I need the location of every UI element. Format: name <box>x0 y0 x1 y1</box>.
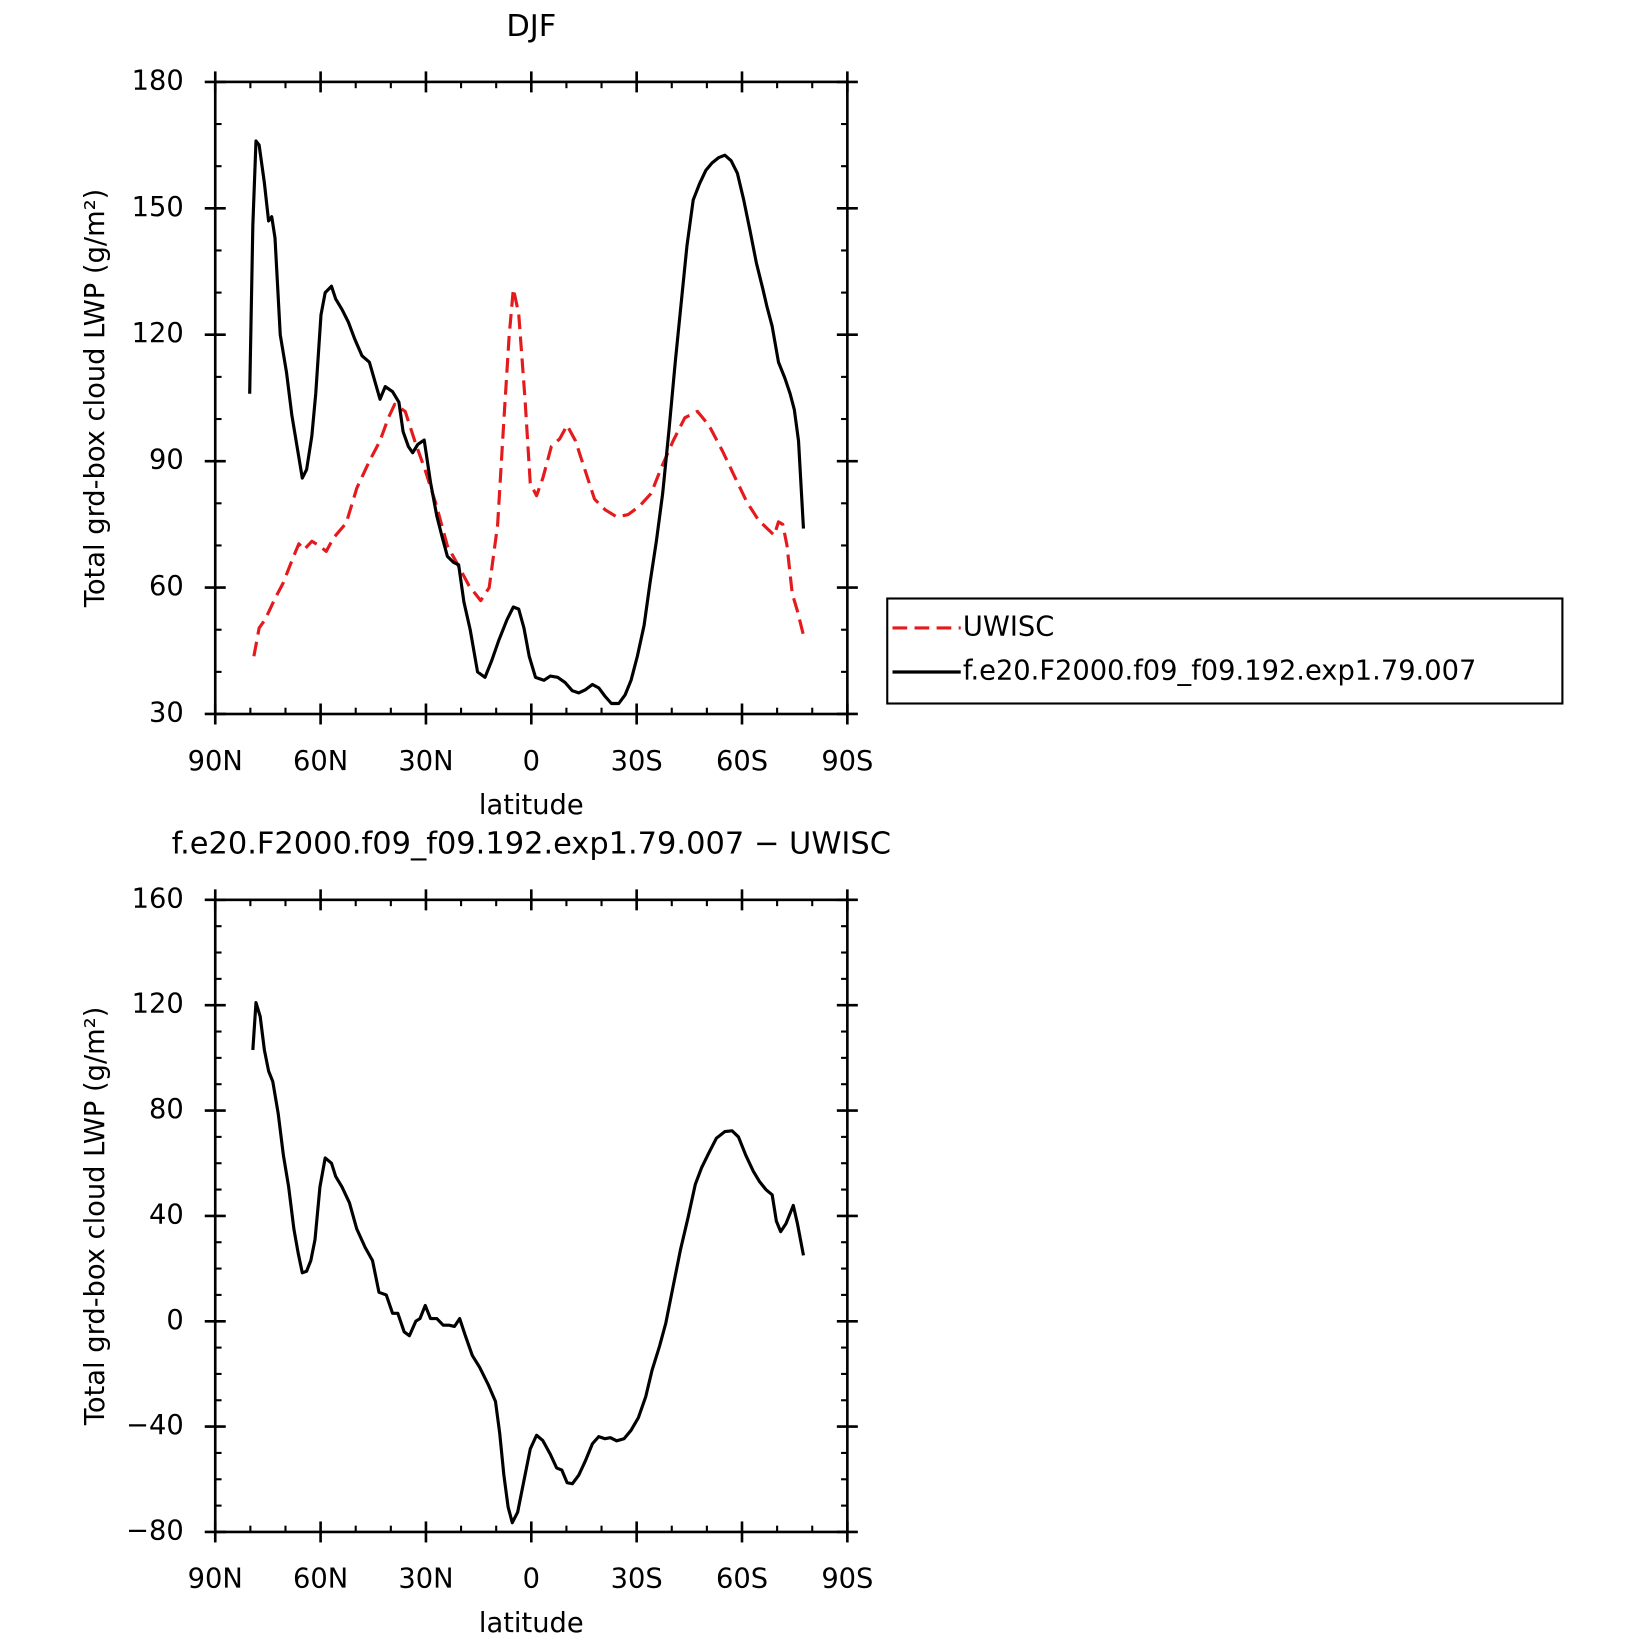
legend-label: f.e20.F2000.f09_f09.192.exp1.79.007 <box>963 656 1477 687</box>
x-tick-label: 90S <box>821 1564 873 1595</box>
plot-frame <box>213 898 849 1534</box>
y-tick-label: 160 <box>132 883 184 914</box>
x-tick-label: 60N <box>293 746 348 777</box>
x-tick-label: 30N <box>398 746 453 777</box>
y-tick-label: 30 <box>149 697 184 728</box>
legend-box <box>886 597 1564 705</box>
y-tick-label: −40 <box>126 1410 184 1441</box>
chart-title: DJF <box>506 9 556 44</box>
y-tick-label: 80 <box>149 1094 184 1125</box>
y-tick-label: 180 <box>132 65 184 96</box>
x-tick-label: 60S <box>716 1564 768 1595</box>
x-tick-label: 0 <box>523 746 540 777</box>
y-tick-label: 90 <box>149 445 184 476</box>
y-tick-label: 150 <box>132 192 184 223</box>
y-tick-label: 120 <box>132 318 184 349</box>
legend-label: UWISC <box>963 611 1054 642</box>
y-tick-label: 0 <box>166 1305 183 1336</box>
x-tick-label: 30N <box>398 1564 453 1595</box>
plot-frame <box>213 80 849 716</box>
x-tick-label: 60N <box>293 1564 348 1595</box>
figure-content: DJF 30 60 90 120 150 180 90N 60N 30N 0 30S 60S 90S lat… <box>80 9 1564 1639</box>
x-tick-label: 30S <box>611 746 663 777</box>
x-axis-label: latitude <box>479 1608 584 1639</box>
y-tick-label: 60 <box>149 571 184 602</box>
y-axis-label: Total grd-box cloud LWP (g/m²) <box>80 1007 111 1426</box>
data-line <box>248 139 806 706</box>
x-tick-label: 30S <box>611 1564 663 1595</box>
x-tick-label: 0 <box>523 1564 540 1595</box>
data-line <box>252 287 805 657</box>
y-axis-label: Total grd-box cloud LWP (g/m²) <box>80 189 111 608</box>
y-tick-label: 120 <box>132 989 184 1020</box>
y-tick-label: 40 <box>149 1199 184 1230</box>
x-tick-label: 60S <box>716 746 768 777</box>
x-tick-label: 90S <box>821 746 873 777</box>
data-line <box>251 1000 806 1525</box>
x-tick-label: 90N <box>188 746 243 777</box>
chart-title: f.e20.F2000.f09_f09.192.exp1.79.007 − UW… <box>172 827 891 862</box>
x-axis-label: latitude <box>479 790 584 821</box>
x-tick-label: 90N <box>188 1564 243 1595</box>
y-tick-label: −80 <box>126 1515 184 1546</box>
